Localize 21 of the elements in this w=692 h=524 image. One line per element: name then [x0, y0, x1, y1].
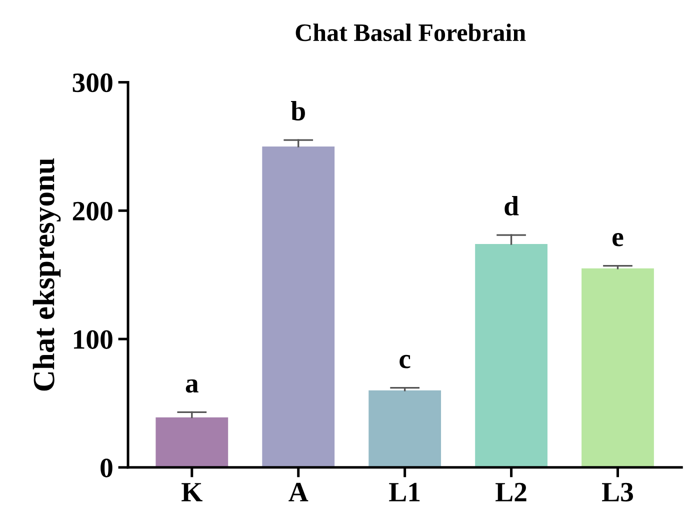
x-tick-label: L1 — [389, 482, 420, 502]
bar — [262, 146, 335, 468]
bar — [475, 244, 548, 468]
annotation: b — [290, 100, 305, 121]
bar — [156, 417, 228, 468]
x-tick-label: A — [288, 482, 308, 502]
annotation: c — [400, 354, 410, 368]
x-tick-label: L2 — [496, 482, 526, 502]
annotation: d — [504, 196, 519, 216]
y-tick-label: 200 — [72, 202, 112, 221]
y-tick-label: 300 — [72, 73, 112, 92]
annotation: e — [612, 232, 624, 246]
annotation: a — [186, 379, 198, 393]
chart-title: Chat Basal Forebrain — [296, 24, 526, 42]
y-tick-label: 100 — [74, 330, 112, 349]
x-tick-label: K — [182, 483, 202, 502]
y-axis-title: Chat ekspresyonu — [32, 158, 61, 391]
y-tick-label: 0 — [100, 458, 112, 478]
bar — [582, 268, 654, 468]
x-tick-label: L3 — [602, 482, 633, 502]
bar — [368, 390, 442, 468]
